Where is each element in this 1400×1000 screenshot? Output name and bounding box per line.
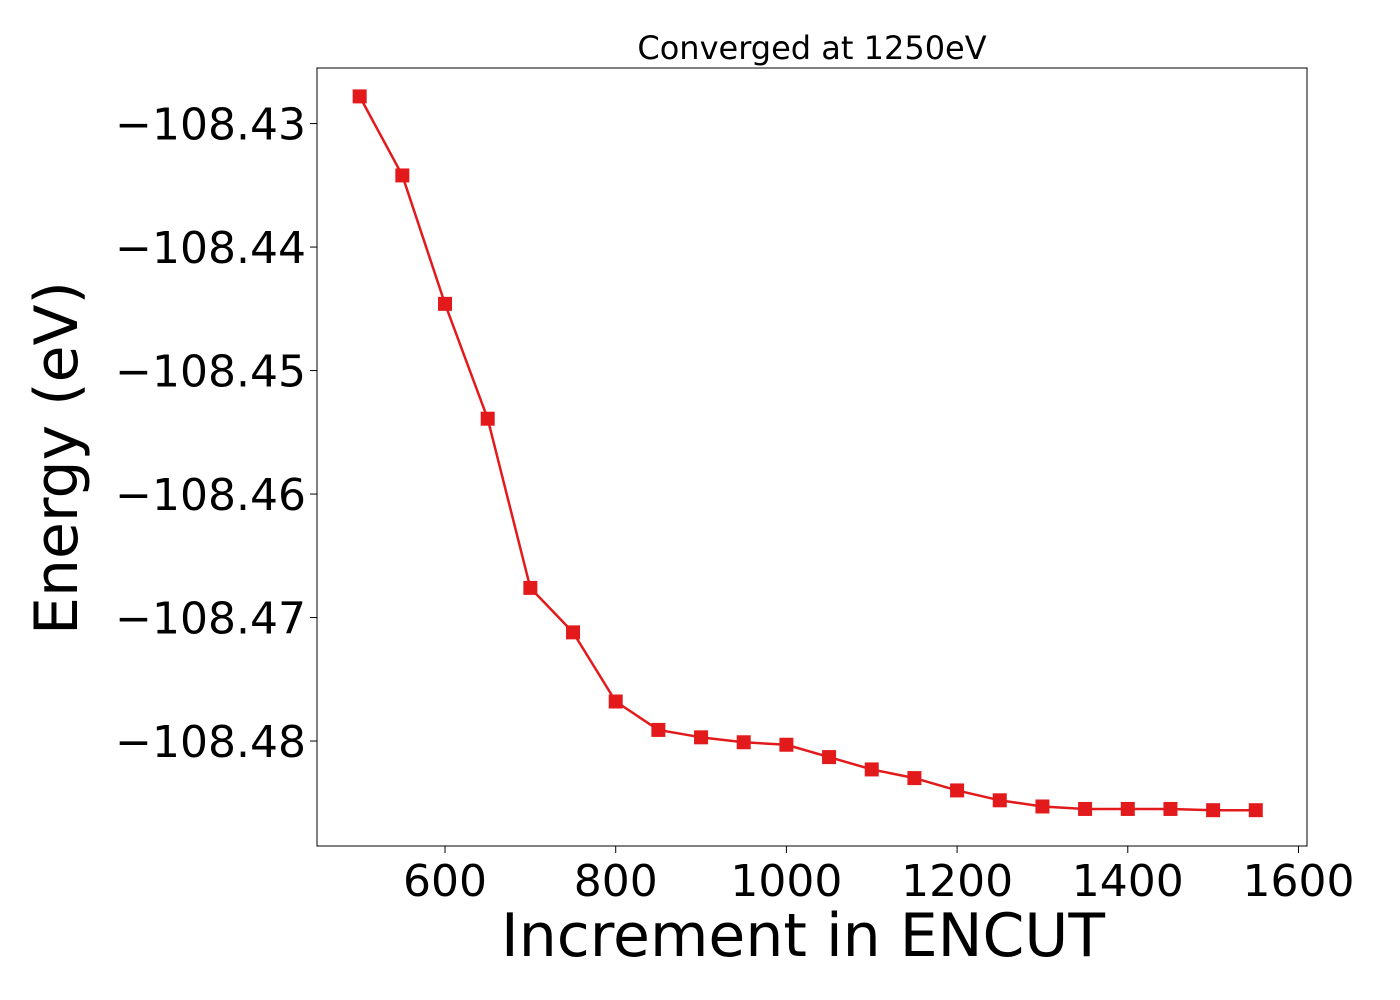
- data-point-marker: [992, 793, 1007, 808]
- data-point-marker: [950, 783, 965, 798]
- y-axis-title: Energy (eV): [22, 281, 92, 635]
- y-tick-label: −108.46: [115, 470, 306, 521]
- y-tick-label: −108.43: [115, 100, 306, 151]
- x-tick-label: 1400: [1072, 856, 1184, 907]
- data-point-marker: [523, 580, 538, 595]
- data-point-marker: [694, 730, 709, 745]
- y-tick-label: −108.44: [115, 223, 306, 274]
- data-point-marker: [779, 737, 794, 752]
- x-tick-label: 1600: [1242, 856, 1354, 907]
- plot-area: [352, 89, 1263, 818]
- data-point-marker: [1120, 801, 1135, 816]
- data-point-marker: [1078, 801, 1093, 816]
- y-tick-label: −108.47: [115, 594, 306, 645]
- y-tick-label: −108.45: [115, 347, 306, 398]
- y-axis: −108.43 −108.44 −108.45 −108.46 −108.47 −108.…: [115, 100, 317, 768]
- data-point-marker: [651, 722, 666, 737]
- data-point-marker: [1035, 799, 1050, 814]
- x-axis: 600 800 1000 1200 1400 1600: [403, 846, 1354, 907]
- x-axis-title: Increment in ENCUT: [501, 901, 1105, 971]
- data-point-marker: [822, 750, 837, 765]
- data-point-marker: [480, 411, 495, 426]
- x-tick-label: 800: [574, 856, 658, 907]
- chart-title: Converged at 1250eV: [637, 29, 986, 67]
- data-point-marker: [1206, 803, 1221, 818]
- x-tick-label: 1000: [730, 856, 842, 907]
- y-tick-label: −108.48: [115, 717, 306, 768]
- data-point-marker: [736, 735, 751, 750]
- data-point-marker: [907, 771, 922, 786]
- plot-frame: [316, 67, 1308, 847]
- x-tick-label: 1200: [901, 856, 1013, 907]
- data-point-marker: [352, 89, 367, 104]
- data-point-marker: [395, 168, 410, 183]
- x-tick-label: 600: [403, 856, 487, 907]
- data-point-marker: [438, 296, 453, 311]
- data-point-marker: [566, 625, 581, 640]
- data-point-marker: [1163, 801, 1178, 816]
- series-line: [358, 95, 1256, 812]
- data-point-marker: [1248, 803, 1263, 818]
- data-point-marker: [864, 762, 879, 777]
- data-point-marker: [608, 694, 623, 709]
